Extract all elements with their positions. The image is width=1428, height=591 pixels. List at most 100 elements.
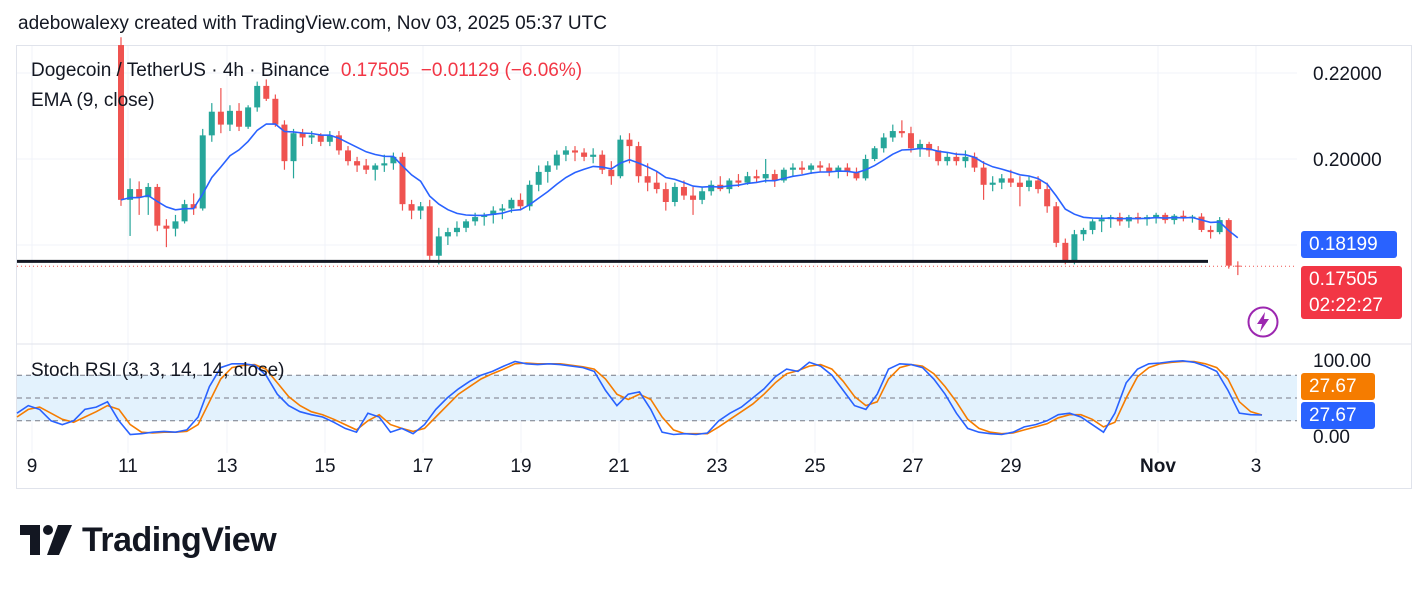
candle-body <box>190 204 197 209</box>
candle-body <box>399 156 406 205</box>
price-axis-tick: 0.22000 <box>1313 64 1382 85</box>
candle-body <box>853 171 860 179</box>
candle-body <box>644 176 651 183</box>
candle-body <box>317 135 324 142</box>
candle-body <box>1207 229 1214 233</box>
candle-body <box>626 139 633 147</box>
candle-body <box>562 150 569 155</box>
candle-body <box>408 204 415 211</box>
candle-body <box>326 135 333 142</box>
stoch-axis-tick: 0.00 <box>1313 427 1350 448</box>
ema-line <box>120 123 1239 239</box>
candle-body <box>953 156 960 162</box>
candle-body <box>1089 221 1096 230</box>
candle-body <box>744 176 751 183</box>
candle-body <box>217 111 224 125</box>
candle-body <box>345 150 351 162</box>
candle-body <box>136 189 143 198</box>
stoch-d-tag: 27.67 <box>1301 373 1375 400</box>
candle-body <box>862 159 869 179</box>
candle-body <box>118 45 124 200</box>
candle-body <box>871 148 878 159</box>
candle-body <box>1026 180 1032 187</box>
stoch-d-line <box>16 360 1263 435</box>
candle-body <box>354 161 361 166</box>
time-axis-tick: 3 <box>1251 456 1262 477</box>
candle-body <box>780 169 787 181</box>
candle-body <box>535 171 542 185</box>
candle-body <box>735 180 742 183</box>
candle-body <box>962 156 969 162</box>
candle-body <box>1225 220 1232 266</box>
candle-body <box>1044 189 1051 207</box>
candle-body <box>517 199 524 207</box>
time-axis-tick: Nov <box>1140 456 1176 477</box>
symbol-label: Dogecoin / TetherUS · 4h · Binance <box>31 60 330 81</box>
candle-body <box>844 167 851 172</box>
time-axis-tick: 15 <box>314 456 335 477</box>
candle-body <box>426 206 433 256</box>
candle-body <box>1071 234 1078 263</box>
candle-body <box>335 135 342 151</box>
stoch-rsi-pane <box>16 359 1297 436</box>
candle-body <box>245 107 252 127</box>
candle-body <box>926 143 933 151</box>
candle-body <box>372 165 379 170</box>
candles-group <box>118 37 1241 276</box>
candle-body <box>799 167 805 170</box>
candle-body <box>172 221 179 229</box>
candle-body <box>1216 220 1223 233</box>
bar-countdown: 02:22:27 <box>1309 295 1383 316</box>
candle-body <box>708 184 715 192</box>
candle-body <box>581 152 588 157</box>
candle-body <box>771 174 778 181</box>
candle-body <box>127 189 134 200</box>
chart-frame[interactable] <box>16 45 1412 489</box>
tradingview-logo[interactable]: TradingView <box>20 518 277 562</box>
candle-body <box>290 133 297 162</box>
candle-body <box>381 163 388 166</box>
candle-body <box>145 186 152 198</box>
last-price-label: 0.17505 <box>340 60 410 81</box>
candle-body <box>1035 180 1042 190</box>
candle-body <box>508 199 515 209</box>
time-axis-tick: 13 <box>216 456 237 477</box>
candle-body <box>635 146 642 177</box>
candle-body <box>590 154 597 157</box>
candle-body <box>572 150 578 153</box>
ema-legend: EMA (9, close) <box>31 90 155 111</box>
candle-body <box>1007 178 1014 183</box>
candle-body <box>1053 206 1060 243</box>
time-axis-tick: 21 <box>608 456 629 477</box>
candle-body <box>680 186 687 196</box>
candle-body <box>299 133 306 138</box>
attribution-text: adebowalexy created with TradingView.com… <box>18 13 607 34</box>
candle-body <box>617 139 624 177</box>
tradingview-logo-text: TradingView <box>82 520 277 559</box>
ema-price-tag: 0.18199 <box>1301 231 1397 258</box>
candle-body <box>499 208 506 211</box>
candle-body <box>880 137 887 149</box>
candle-body <box>1016 182 1023 187</box>
candle-body <box>998 178 1005 183</box>
candle-body <box>254 85 261 108</box>
price-axis-tick: 0.20000 <box>1313 150 1382 171</box>
time-axis-tick: 29 <box>1000 456 1021 477</box>
candle-body <box>789 167 796 170</box>
time-axis: 9 11 13 15 17 19 21 23 25 27 29 Nov 3 <box>27 456 1262 477</box>
candle-body <box>935 150 942 162</box>
candle-body <box>236 110 243 127</box>
lightning-icon[interactable] <box>1247 306 1279 338</box>
candle-body <box>1198 216 1205 230</box>
symbol-legend: Dogecoin / TetherUS · 4h · Binance 0.175… <box>31 60 582 82</box>
candle-body <box>808 165 815 170</box>
candle-body <box>417 206 424 211</box>
candle-body <box>363 165 370 170</box>
candle-body <box>762 174 769 179</box>
candle-body <box>653 182 660 190</box>
time-axis-tick: 17 <box>412 456 433 477</box>
candle-body <box>889 131 896 138</box>
candle-body <box>263 85 270 99</box>
candle-body <box>463 221 470 228</box>
